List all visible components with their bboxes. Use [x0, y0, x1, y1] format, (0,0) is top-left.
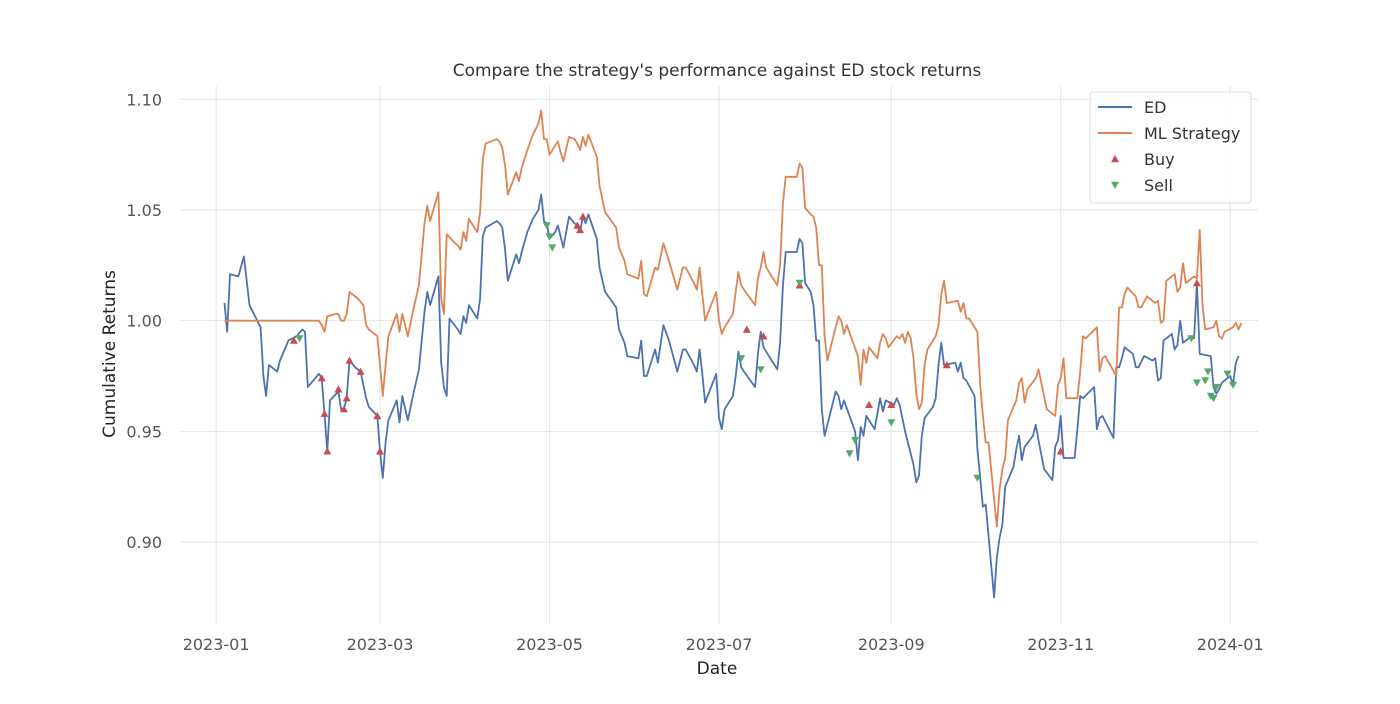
sell-marker: [756, 366, 765, 374]
x-tick-label: 2023-03: [347, 635, 414, 654]
buy-marker: [334, 385, 343, 393]
buy-marker: [942, 361, 951, 369]
sell-marker: [887, 419, 896, 427]
sell-marker: [1204, 368, 1212, 376]
buy-marker: [342, 394, 351, 402]
buy-marker: [759, 332, 768, 340]
sell-marker: [795, 279, 804, 287]
legend-label-ml-strategy: ML Strategy: [1144, 124, 1240, 143]
sell-marker: [737, 355, 746, 363]
y-tick-label: 1.05: [126, 201, 162, 220]
signal-markers: [289, 212, 1237, 482]
series-line-ed: [223, 193, 1240, 599]
buy-marker: [373, 411, 382, 420]
legend-label-buy: Buy: [1144, 150, 1175, 169]
x-tick-label: 2023-09: [858, 635, 925, 654]
buy-marker: [356, 367, 365, 375]
x-tick-label: 2023-05: [516, 635, 583, 654]
sell-marker: [1192, 379, 1201, 387]
x-tick-label: 2023-07: [686, 635, 753, 654]
chart-title: Compare the strategy's performance again…: [453, 61, 982, 81]
series-line-ml-strategy: [224, 109, 1243, 528]
y-tick-label: 1.10: [126, 90, 162, 109]
x-tick-label: 2024-01: [1197, 635, 1264, 654]
sell-marker: [1201, 377, 1210, 385]
sell-marker: [542, 222, 551, 230]
buy-marker: [1192, 279, 1201, 287]
y-tick-label: 0.95: [126, 422, 162, 441]
sell-marker: [1229, 381, 1237, 389]
buy-marker: [339, 405, 348, 413]
buy-marker: [573, 221, 582, 229]
buy-marker: [1056, 447, 1065, 455]
sell-marker: [973, 474, 982, 482]
buy-marker: [742, 325, 751, 333]
sell-marker: [845, 450, 854, 458]
buy-marker: [289, 336, 298, 344]
y-tick-label: 1.00: [126, 312, 162, 331]
legend-frame: [1089, 91, 1252, 204]
buy-marker: [320, 409, 329, 417]
legend-label-ed: ED: [1144, 98, 1166, 117]
buy-marker: [887, 400, 896, 408]
legend-label-sell: Sell: [1144, 176, 1173, 195]
buy-marker: [345, 356, 354, 364]
sell-marker: [545, 233, 554, 241]
legend-swatch-buy: [1111, 155, 1119, 163]
axes: 0.90 0.95 1.00 1.05 1.10 2023-01 2023-03 2023-0…: [126, 90, 1263, 654]
sell-marker: [851, 437, 860, 445]
sell-marker: [548, 244, 557, 252]
buy-marker: [317, 374, 326, 382]
x-tick-label: 2023-01: [183, 635, 250, 654]
buy-marker: [376, 447, 384, 455]
buy-marker: [576, 225, 585, 234]
x-tick-label: 2023-11: [1027, 635, 1094, 654]
buy-marker: [865, 400, 873, 408]
series-lines: [223, 109, 1243, 599]
buy-marker: [323, 447, 332, 455]
y-axis-label: Cumulative Returns: [100, 270, 120, 438]
legend-swatch-sell: [1111, 181, 1119, 189]
y-tick-label: 0.90: [126, 533, 162, 552]
sell-marker: [295, 335, 304, 343]
sell-marker: [1209, 395, 1218, 403]
buy-marker: [578, 212, 587, 220]
legend: ED ML Strategy Buy Sell: [1089, 91, 1252, 204]
x-axis-label: Date: [697, 659, 738, 679]
sell-marker: [1187, 335, 1196, 343]
sell-marker: [1212, 383, 1221, 392]
sell-marker: [1223, 370, 1232, 378]
